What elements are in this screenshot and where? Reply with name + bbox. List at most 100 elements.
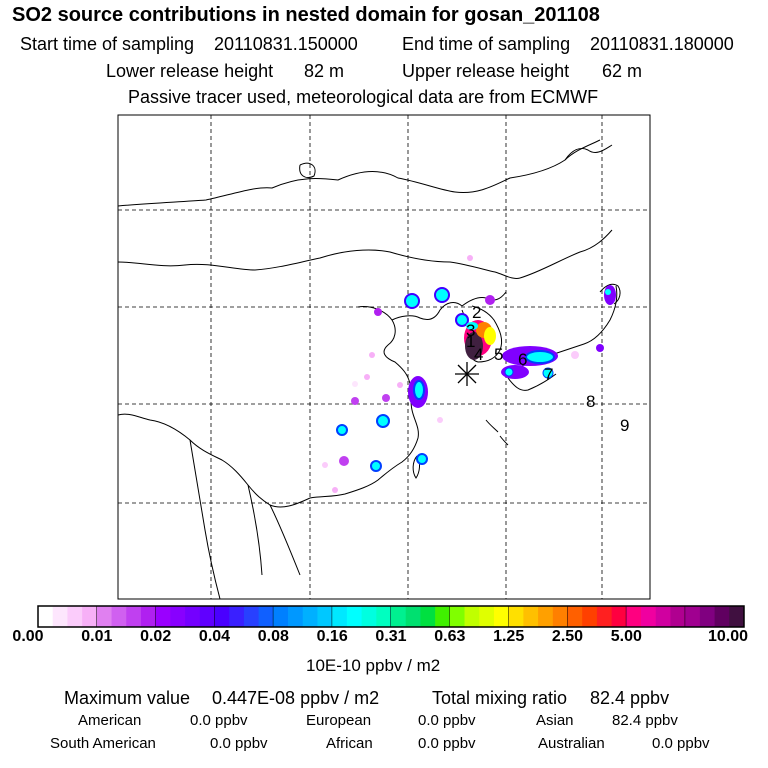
colorbar-tick-label: 0.63 xyxy=(434,628,466,645)
region-australian-label: Australian xyxy=(538,735,605,752)
colorbar-cell xyxy=(567,606,583,627)
colorbar-cell xyxy=(596,606,613,627)
colorbar-cell xyxy=(729,606,745,627)
region-american-label: American xyxy=(78,712,142,729)
upper-release-label: Upper release height xyxy=(402,61,570,81)
tracer-note: Passive tracer used, meteorological data… xyxy=(128,87,599,107)
colorbar-cell xyxy=(302,606,318,627)
colorbar-cell xyxy=(96,606,112,627)
region-american-value: 0.0 ppbv xyxy=(190,712,248,729)
region-asian-value: 82.4 ppbv xyxy=(612,712,678,729)
colorbar-tick-label: 5.00 xyxy=(610,628,642,645)
map-frame xyxy=(117,114,651,600)
lat-lon-grid xyxy=(118,115,650,599)
colorbar-cell xyxy=(420,606,436,627)
colorbar-tick-label: 0.04 xyxy=(198,628,231,645)
colorbar-cell xyxy=(229,606,245,627)
colorbar-cell xyxy=(82,606,98,627)
colorbar-unit: 10E-10 ppbv / m2 xyxy=(306,656,441,675)
end-time-value: 20110831.180000 xyxy=(590,34,734,54)
colorbar xyxy=(37,605,745,628)
source-label-1: 1 xyxy=(466,332,475,351)
colorbar-tick-label: 0.00 xyxy=(12,628,44,645)
end-time-label: End time of sampling xyxy=(402,34,571,54)
max-value-label: Maximum value xyxy=(64,688,191,708)
colorbar-cell xyxy=(243,606,260,627)
coastlines-borders xyxy=(118,139,621,599)
colorbar-cell xyxy=(185,606,201,627)
colorbar-tick-label: 10.00 xyxy=(707,628,749,645)
source-label-9: 9 xyxy=(620,416,629,435)
colorbar-tick-label: 0.16 xyxy=(316,628,348,645)
colorbar-cell xyxy=(449,606,465,627)
colorbar-cell xyxy=(493,606,510,627)
colorbar-cell xyxy=(214,606,230,627)
colorbar-cell xyxy=(38,606,54,627)
colorbar-cell xyxy=(273,606,289,627)
colorbar-cell xyxy=(582,606,598,627)
lower-release-label: Lower release height xyxy=(106,61,274,81)
source-label-5: 5 xyxy=(494,345,503,364)
colorbar-tick-label: 0.31 xyxy=(375,628,407,645)
region-south-american-value: 0.0 ppbv xyxy=(210,735,268,752)
start-time-label: Start time of sampling xyxy=(20,34,195,54)
colorbar-cell xyxy=(464,606,480,627)
colorbar-cell xyxy=(685,606,701,627)
colorbar-cell xyxy=(391,606,407,627)
colorbar-cell xyxy=(126,606,142,627)
upper-release-value: 62 m xyxy=(602,61,643,81)
colorbar-cell xyxy=(479,606,495,627)
source-label-2: 2 xyxy=(472,303,481,322)
colorbar-cell xyxy=(538,606,554,627)
start-time-value: 20110831.150000 xyxy=(214,34,358,54)
colorbar-cell xyxy=(376,606,392,627)
colorbar-cell xyxy=(714,606,730,627)
colorbar-cell xyxy=(361,606,377,627)
colorbar-tick-label: 0.02 xyxy=(140,628,172,645)
colorbar-cell xyxy=(332,606,348,627)
colorbar-cell xyxy=(155,606,171,627)
source-label-6: 6 xyxy=(518,350,527,369)
region-asian-label: Asian xyxy=(536,712,574,729)
region-south-american-label: South American xyxy=(50,735,156,752)
colorbar-cell xyxy=(523,606,539,627)
colorbar-cell xyxy=(626,606,642,627)
lower-release-value: 82 m xyxy=(304,61,345,81)
source-label-4: 4 xyxy=(474,345,483,364)
colorbar-cell xyxy=(288,606,304,627)
max-value: 0.447E-08 ppbv / m2 xyxy=(212,688,380,708)
region-european-value: 0.0 ppbv xyxy=(418,712,476,729)
colorbar-cell xyxy=(508,606,524,627)
asterisk-star-icon xyxy=(455,362,479,386)
colorbar-cell xyxy=(670,606,686,627)
source-label-7: 7 xyxy=(544,365,553,384)
source-label-3: 3 xyxy=(466,321,475,340)
colorbar-cell xyxy=(170,606,186,627)
colorbar-cell xyxy=(699,606,715,627)
colorbar-tick-label: 1.25 xyxy=(493,628,525,645)
source-labels: 1 2 3 4 5 6 7 8 9 xyxy=(466,303,629,435)
plot-title: SO2 source contributions in nested domai… xyxy=(12,4,600,26)
region-african-label: African xyxy=(326,735,373,752)
region-african-value: 0.0 ppbv xyxy=(418,735,476,752)
colorbar-cell xyxy=(317,606,333,627)
colorbar-cell xyxy=(111,606,127,627)
colorbar-cell xyxy=(140,606,157,627)
so2-plume xyxy=(322,255,616,493)
colorbar-tick-label: 2.50 xyxy=(551,628,584,645)
total-mixing-value: 82.4 ppbv xyxy=(590,688,670,708)
colorbar-cell xyxy=(641,606,657,627)
region-australian-value: 0.0 ppbv xyxy=(652,735,710,752)
colorbar-cell xyxy=(67,606,83,627)
colorbar-cell xyxy=(655,606,671,627)
colorbar-cell xyxy=(405,606,421,627)
colorbar-cell xyxy=(611,606,627,627)
region-european-label: European xyxy=(306,712,372,729)
colorbar-tick-label: 0.01 xyxy=(81,628,113,645)
colorbar-cell xyxy=(552,606,568,627)
colorbar-cell xyxy=(199,606,215,627)
colorbar-cell xyxy=(435,606,451,627)
source-label-8: 8 xyxy=(586,392,595,411)
colorbar-cell xyxy=(52,606,68,627)
